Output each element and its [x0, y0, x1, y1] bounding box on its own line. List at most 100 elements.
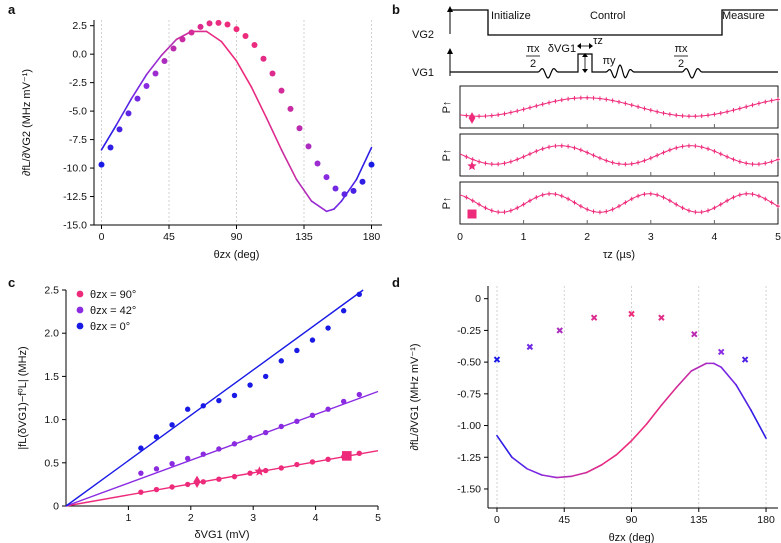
x-axis-label: δVG1 (mV) — [194, 529, 249, 541]
data-point — [262, 373, 269, 380]
x-tick-label: 4 — [711, 231, 717, 243]
data-point — [262, 429, 269, 436]
legend-entry: θzx = 0° — [90, 321, 130, 333]
data-point — [741, 356, 749, 363]
tauz-label: τz — [593, 35, 603, 47]
data-point — [206, 20, 213, 27]
data-point — [296, 125, 303, 132]
x-tick-label: 180 — [363, 231, 381, 243]
theory-line-segment — [280, 149, 298, 181]
data-point — [200, 451, 206, 457]
x-tick-label: 5 — [375, 512, 381, 524]
data-point — [278, 423, 284, 430]
y-tick-label: -0.25 — [457, 325, 481, 337]
fit-line — [65, 289, 364, 507]
data-point — [294, 461, 300, 468]
y-tick-label: 0.0 — [72, 49, 87, 61]
data-point — [368, 161, 375, 168]
y-tick-label: 0 — [53, 501, 59, 513]
theory-line-segment — [333, 200, 343, 210]
data-point — [278, 87, 285, 94]
theory-line-segment — [720, 366, 737, 386]
data-point — [215, 19, 222, 26]
data-point — [125, 110, 132, 117]
y-tick-label: 0 — [475, 293, 481, 305]
data-point — [216, 397, 222, 404]
data-point — [134, 95, 141, 102]
data-point — [200, 479, 206, 485]
x-tick-label: 45 — [163, 231, 175, 243]
data-point — [278, 465, 284, 471]
dvg1-arrow-head — [582, 53, 588, 57]
theory-line-segment — [130, 73, 148, 100]
data-point — [332, 185, 339, 192]
data-point — [216, 446, 222, 452]
pi-x-label-2: πx — [674, 43, 688, 55]
data-point — [287, 105, 294, 112]
square-marker — [467, 209, 477, 219]
x-tick-label: 5 — [775, 231, 781, 243]
y-axis-label: ∂fL/∂VG1 (MHz mV⁻¹) — [409, 343, 421, 450]
y-tick-label: -1.00 — [457, 420, 481, 432]
theory-line-segment — [100, 123, 118, 151]
y-tick-label: -7.5 — [69, 134, 87, 146]
vg2-arrow — [447, 6, 453, 12]
diamond-marker — [193, 475, 201, 489]
two-label-2: 2 — [678, 58, 684, 70]
data-point — [216, 476, 222, 482]
trace-box — [459, 85, 779, 129]
theory-line-segment — [310, 200, 328, 213]
data-point — [340, 398, 347, 405]
theory-line-segment — [690, 362, 708, 372]
tauz-arrow-head — [589, 43, 593, 49]
x-tick-label: 180 — [757, 514, 775, 526]
star-marker — [254, 466, 265, 476]
theory-line-segment — [712, 362, 722, 368]
data-point — [184, 481, 191, 488]
x-tick-label: 2 — [584, 231, 590, 243]
control-label: Control — [590, 10, 625, 22]
data-point — [242, 32, 249, 39]
data-point — [325, 456, 331, 463]
data-point — [350, 187, 357, 194]
data-point — [628, 310, 635, 318]
theory-line-segment — [541, 474, 558, 479]
legend-entry: θzx = 42° — [90, 305, 136, 317]
theory-line-segment — [145, 54, 163, 76]
theory-line-segment — [600, 453, 618, 466]
theory-line-segment — [750, 409, 767, 440]
diamond-marker — [468, 112, 476, 124]
theory-line-segment — [235, 60, 253, 88]
theory-line-segment — [205, 30, 223, 43]
data-point — [359, 178, 366, 185]
data-point — [143, 83, 150, 90]
theory-line-segment — [220, 40, 238, 62]
theory-line-segment — [265, 117, 283, 151]
legend-swatch — [76, 306, 84, 314]
y-tick-label: -10.0 — [63, 163, 87, 175]
y-axis-label: ∂fL/∂VG2 (MHz mV⁻¹) — [21, 69, 33, 176]
x-tick-label: 0 — [494, 514, 500, 526]
data-point — [153, 466, 160, 472]
x-tick-label: 1 — [125, 512, 131, 524]
theory-line-segment — [645, 404, 663, 426]
theory-line-segment — [585, 464, 603, 474]
data-point — [231, 392, 238, 399]
data-point — [314, 160, 321, 167]
x-tick-label: 4 — [313, 512, 319, 524]
data-point — [251, 42, 258, 49]
theory-line-segment — [660, 386, 678, 407]
dvg1-arrow-head — [582, 69, 588, 73]
y-axis-label: P↑ — [441, 197, 453, 210]
square-marker — [342, 451, 352, 461]
theory-line-segment — [615, 439, 633, 456]
theory-line-segment — [355, 146, 373, 181]
vg1-arrow — [447, 48, 453, 54]
panel-letter: d — [392, 275, 400, 290]
initialize-label: Initialize — [491, 10, 531, 22]
data-point — [309, 412, 316, 418]
data-point — [556, 327, 563, 334]
data-point — [184, 406, 191, 412]
data-point — [262, 467, 269, 474]
measure-label: Measure — [722, 10, 765, 22]
